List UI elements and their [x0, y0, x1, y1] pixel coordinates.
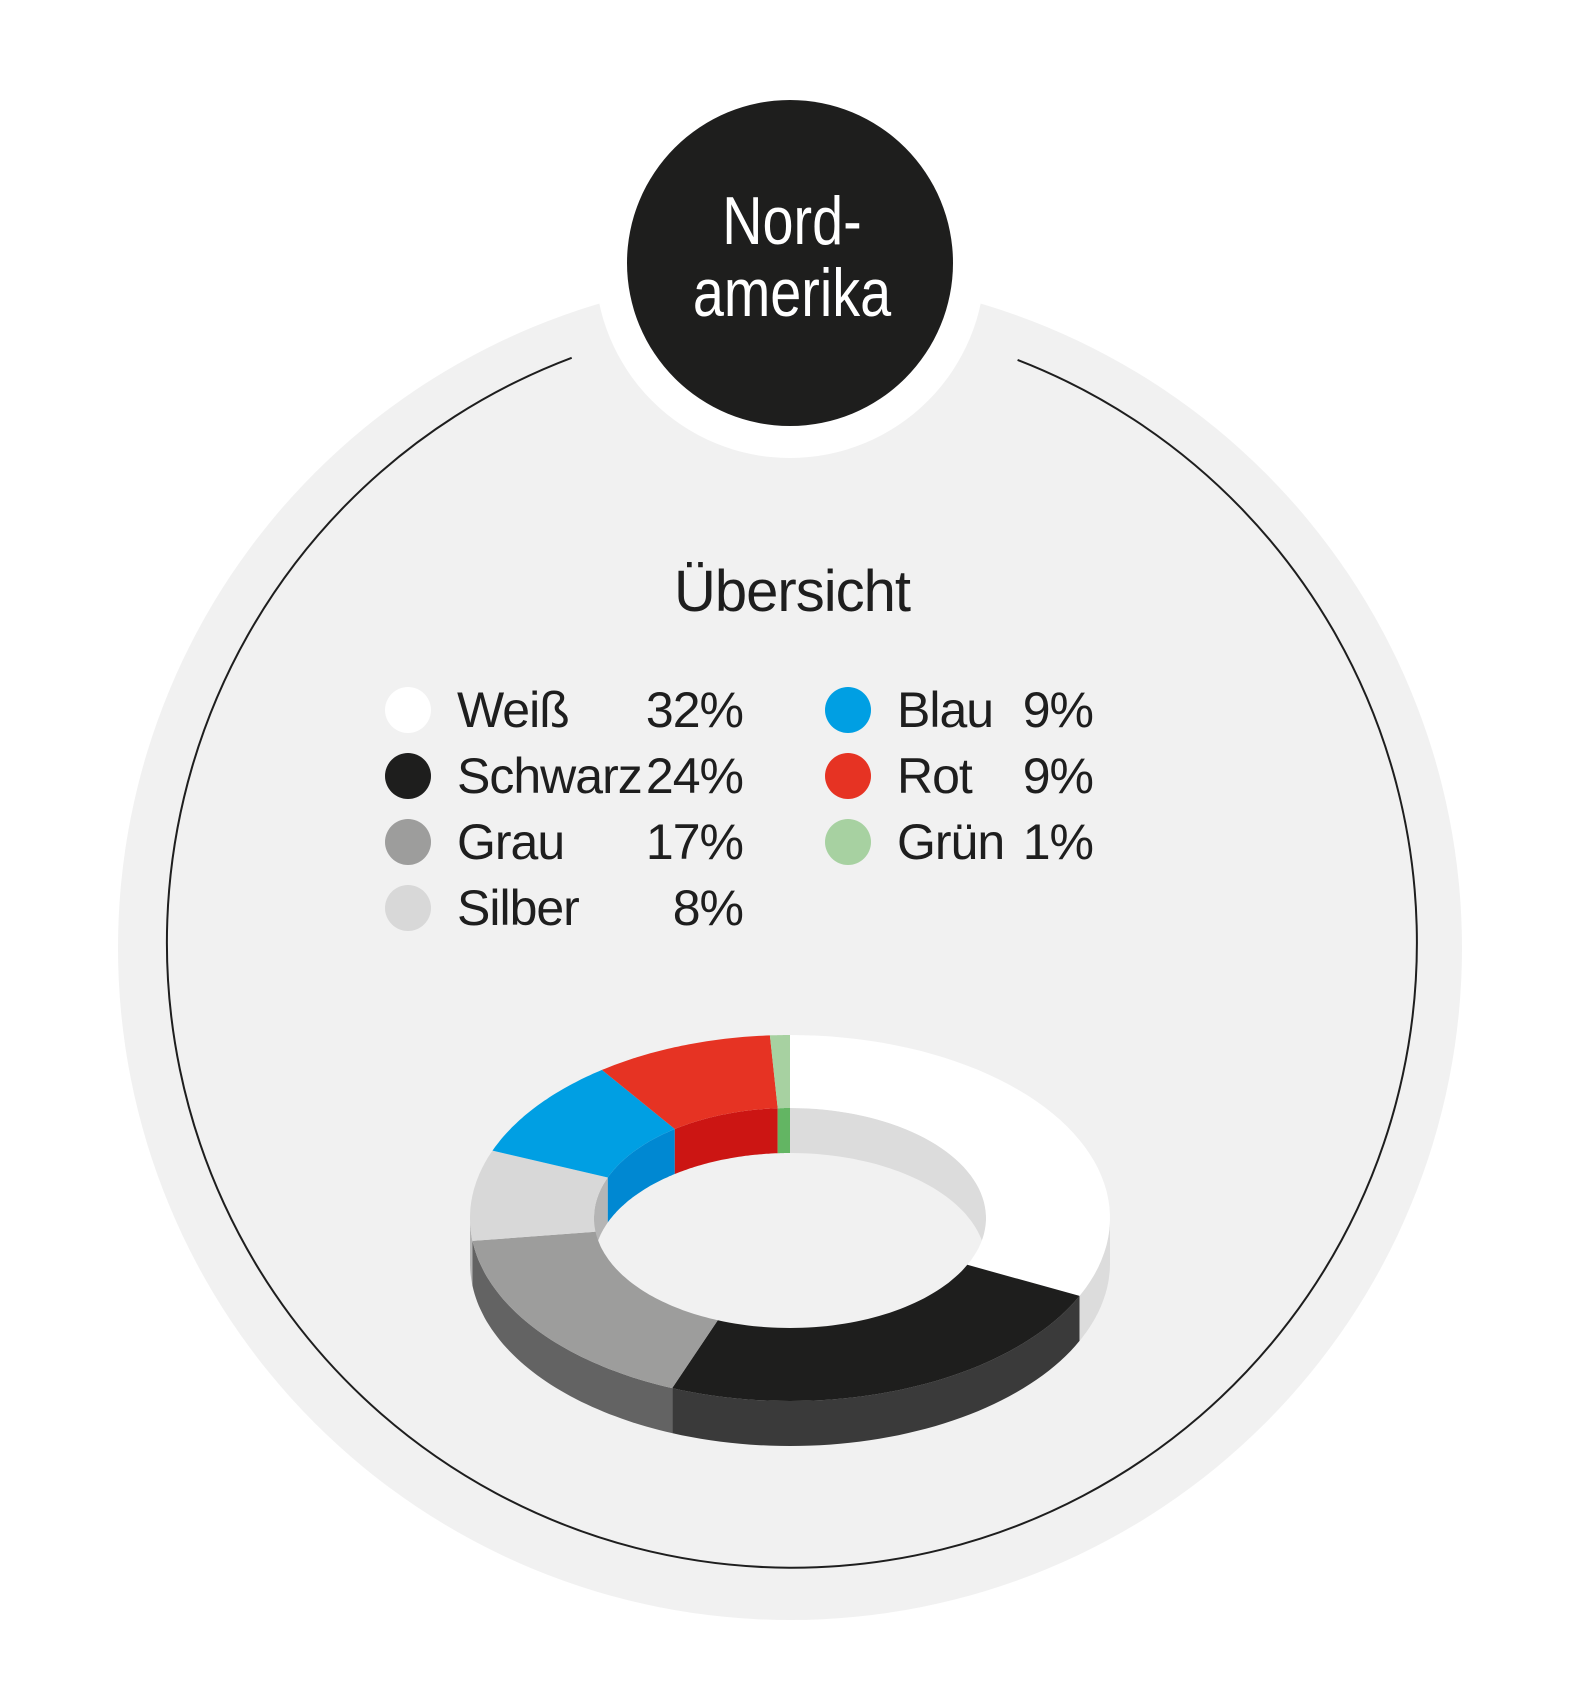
legend-dot-rot [825, 753, 871, 799]
legend-value-schwarz: 24% [645, 748, 744, 804]
legend-item-grau: Grau 17% [385, 812, 744, 872]
region-badge-label: Nord- amerika [659, 185, 925, 329]
inner-ring-line [165, 356, 1418, 1569]
outer-circle [118, 276, 1462, 1620]
donut-slice-gruen [769, 1035, 790, 1109]
outer-wall-schwarz [672, 1295, 1080, 1446]
legend-item-weiss: Weiß 32% [385, 680, 744, 740]
legend-value-silber: 8% [672, 880, 744, 936]
legend-label-gruen: Grün [897, 814, 1005, 870]
region-label-line2: amerika [692, 255, 892, 331]
legend-label-blau: Blau [897, 682, 994, 738]
legend-item-silber: Silber 8% [385, 878, 744, 938]
inner-wall-rot [674, 1108, 778, 1174]
legend-dot-silber [385, 885, 431, 931]
outer-wall-weiss [1079, 1218, 1110, 1341]
donut-slice-grau [472, 1231, 718, 1389]
legend-label-grau: Grau [457, 814, 565, 870]
legend-label-rot: Rot [897, 748, 973, 804]
legend-dot-weiss [385, 687, 431, 733]
legend-item-gruen: Grün 1% [825, 812, 1094, 872]
region-label-line1: Nord- [722, 183, 862, 259]
legend-dot-schwarz [385, 753, 431, 799]
chart-subtitle: Übersicht [674, 559, 911, 624]
inner-wall-gruen [777, 1108, 790, 1154]
legend-value-grau: 17% [645, 814, 744, 870]
inner-wall-blau [607, 1129, 675, 1223]
region-badge [627, 100, 953, 426]
legend-dot-blau [825, 687, 871, 733]
legend-label-weiss: Weiß [457, 682, 570, 738]
inner-wall-weiss [790, 1108, 986, 1263]
legend-dot-gruen [825, 819, 871, 865]
donut-slice-schwarz [672, 1264, 1080, 1401]
donut-slice-silber [470, 1150, 608, 1241]
donut-chart [470, 1035, 1110, 1446]
legend-value-gruen: 1% [1022, 814, 1094, 870]
legend-item-schwarz: Schwarz 24% [385, 746, 744, 806]
legend-value-rot: 9% [1022, 748, 1094, 804]
donut-slice-blau [492, 1069, 675, 1178]
legend-label-schwarz: Schwarz [457, 748, 643, 804]
legend-item-blau: Blau 9% [825, 680, 1094, 740]
donut-slice-weiss [790, 1035, 1110, 1296]
outer-wall-silber [470, 1218, 473, 1286]
legend-label-silber: Silber [457, 880, 580, 936]
legend-item-rot: Rot 9% [825, 746, 1094, 806]
donut-slice-rot [601, 1035, 778, 1129]
legend-value-weiss: 32% [645, 682, 744, 738]
legend-dot-grau [385, 819, 431, 865]
legend-value-blau: 9% [1022, 682, 1094, 738]
outer-wall-grau [472, 1240, 673, 1434]
